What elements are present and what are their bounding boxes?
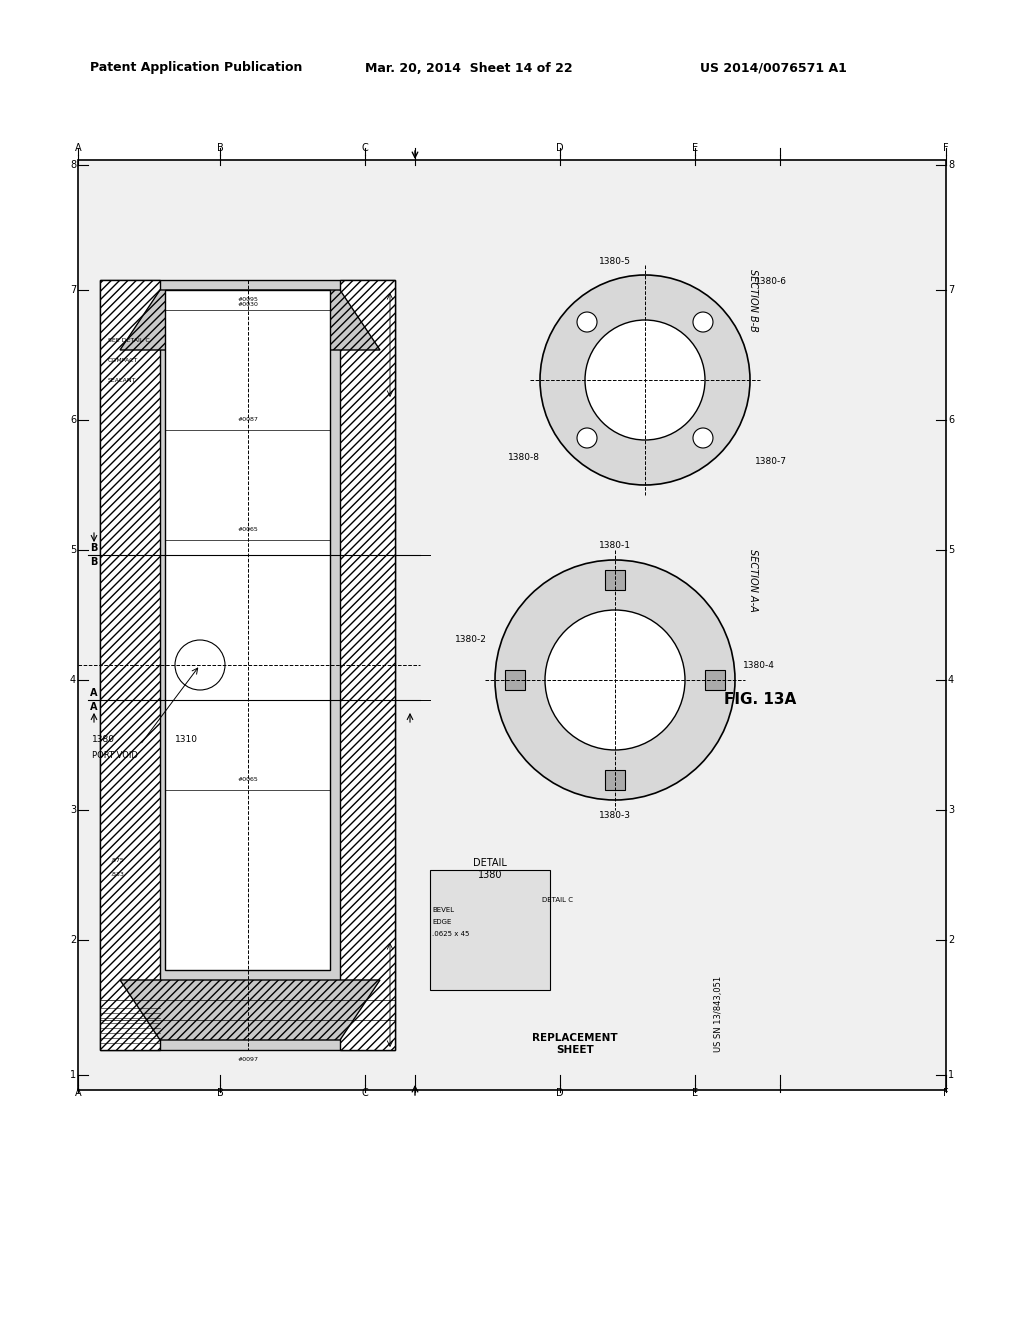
Text: D: D: [556, 143, 564, 153]
Text: A: A: [90, 688, 97, 698]
Text: B: B: [217, 1088, 223, 1098]
Text: Patent Application Publication: Patent Application Publication: [90, 62, 302, 74]
Text: 1380-6: 1380-6: [755, 277, 787, 286]
Circle shape: [540, 275, 750, 484]
Text: DETAIL C: DETAIL C: [542, 898, 573, 903]
Text: 8: 8: [948, 160, 954, 170]
Text: #0097: #0097: [238, 1057, 258, 1063]
Text: 1: 1: [948, 1071, 954, 1080]
Text: 1380-2: 1380-2: [455, 635, 487, 644]
Text: 8: 8: [70, 160, 76, 170]
Circle shape: [545, 610, 685, 750]
Text: B: B: [90, 543, 97, 553]
Text: C: C: [361, 143, 369, 153]
Text: A: A: [75, 143, 81, 153]
Text: 2: 2: [70, 935, 76, 945]
Bar: [605, 770, 625, 789]
Circle shape: [495, 560, 735, 800]
Circle shape: [577, 428, 597, 447]
Bar: [605, 570, 625, 590]
Text: 7: 7: [70, 285, 76, 294]
Bar: [340, 280, 395, 1049]
Text: #0065: #0065: [238, 777, 258, 781]
Circle shape: [585, 319, 705, 440]
Text: A: A: [90, 702, 97, 711]
Bar: [78, 160, 946, 1090]
Text: 1380-5: 1380-5: [599, 257, 631, 267]
Text: PORT VOID: PORT VOID: [92, 751, 138, 759]
Text: 1: 1: [70, 1071, 76, 1080]
Text: #0095: #0095: [238, 297, 258, 302]
Text: 2: 2: [948, 935, 954, 945]
Text: 1380-7: 1380-7: [755, 458, 787, 466]
Text: E: E: [692, 143, 698, 153]
Text: .875: .875: [110, 858, 124, 862]
Text: #0087: #0087: [238, 417, 258, 422]
Text: DETAIL
1380: DETAIL 1380: [473, 858, 507, 879]
Text: C: C: [361, 1088, 369, 1098]
Bar: [100, 280, 160, 1049]
Polygon shape: [120, 290, 380, 350]
Text: 1310: 1310: [175, 735, 198, 744]
Text: 1380-1: 1380-1: [599, 540, 631, 549]
Text: REPLACEMENT
SHEET: REPLACEMENT SHEET: [532, 1034, 617, 1055]
Bar: [430, 870, 550, 990]
Text: BEVEL: BEVEL: [432, 907, 454, 913]
Text: 1380-8: 1380-8: [508, 454, 540, 462]
Text: 5: 5: [948, 545, 954, 554]
Text: .833: .833: [110, 873, 124, 878]
Circle shape: [577, 312, 597, 333]
Bar: [705, 671, 725, 690]
Text: D: D: [556, 1088, 564, 1098]
Text: E: E: [692, 1088, 698, 1098]
Circle shape: [693, 312, 713, 333]
Text: F: F: [943, 1088, 949, 1098]
Text: 4: 4: [70, 675, 76, 685]
Text: A: A: [75, 1088, 81, 1098]
Text: FIG. 13A: FIG. 13A: [724, 693, 796, 708]
Text: .0625 x 45: .0625 x 45: [432, 931, 469, 937]
Text: SEE DETAIL C: SEE DETAIL C: [108, 338, 150, 342]
Bar: [100, 280, 395, 1049]
Text: US 2014/0076571 A1: US 2014/0076571 A1: [700, 62, 847, 74]
Text: #0065: #0065: [238, 527, 258, 532]
Text: 4: 4: [948, 675, 954, 685]
Bar: [505, 671, 525, 690]
Text: 6: 6: [70, 414, 76, 425]
Text: 6: 6: [948, 414, 954, 425]
Text: SEALANT: SEALANT: [108, 378, 136, 383]
Text: COMPACT: COMPACT: [108, 358, 138, 363]
Polygon shape: [120, 979, 380, 1040]
Text: SECTION A-A: SECTION A-A: [748, 549, 758, 611]
Text: #0030: #0030: [238, 302, 258, 308]
Text: 5: 5: [70, 545, 76, 554]
Text: EDGE: EDGE: [432, 919, 452, 925]
Circle shape: [693, 428, 713, 447]
Text: SECTION B-B: SECTION B-B: [748, 268, 758, 331]
Circle shape: [175, 640, 225, 690]
Text: 3: 3: [948, 805, 954, 814]
Text: B: B: [217, 143, 223, 153]
Bar: [165, 290, 330, 970]
Text: US SN 13/843,051: US SN 13/843,051: [714, 975, 723, 1052]
Text: 1380: 1380: [92, 735, 115, 744]
Text: F: F: [943, 143, 949, 153]
Text: 7: 7: [948, 285, 954, 294]
Text: 1380-4: 1380-4: [743, 660, 775, 669]
Text: B: B: [90, 557, 97, 568]
Text: 1380-3: 1380-3: [599, 810, 631, 820]
Text: Mar. 20, 2014  Sheet 14 of 22: Mar. 20, 2014 Sheet 14 of 22: [365, 62, 572, 74]
Text: 3: 3: [70, 805, 76, 814]
